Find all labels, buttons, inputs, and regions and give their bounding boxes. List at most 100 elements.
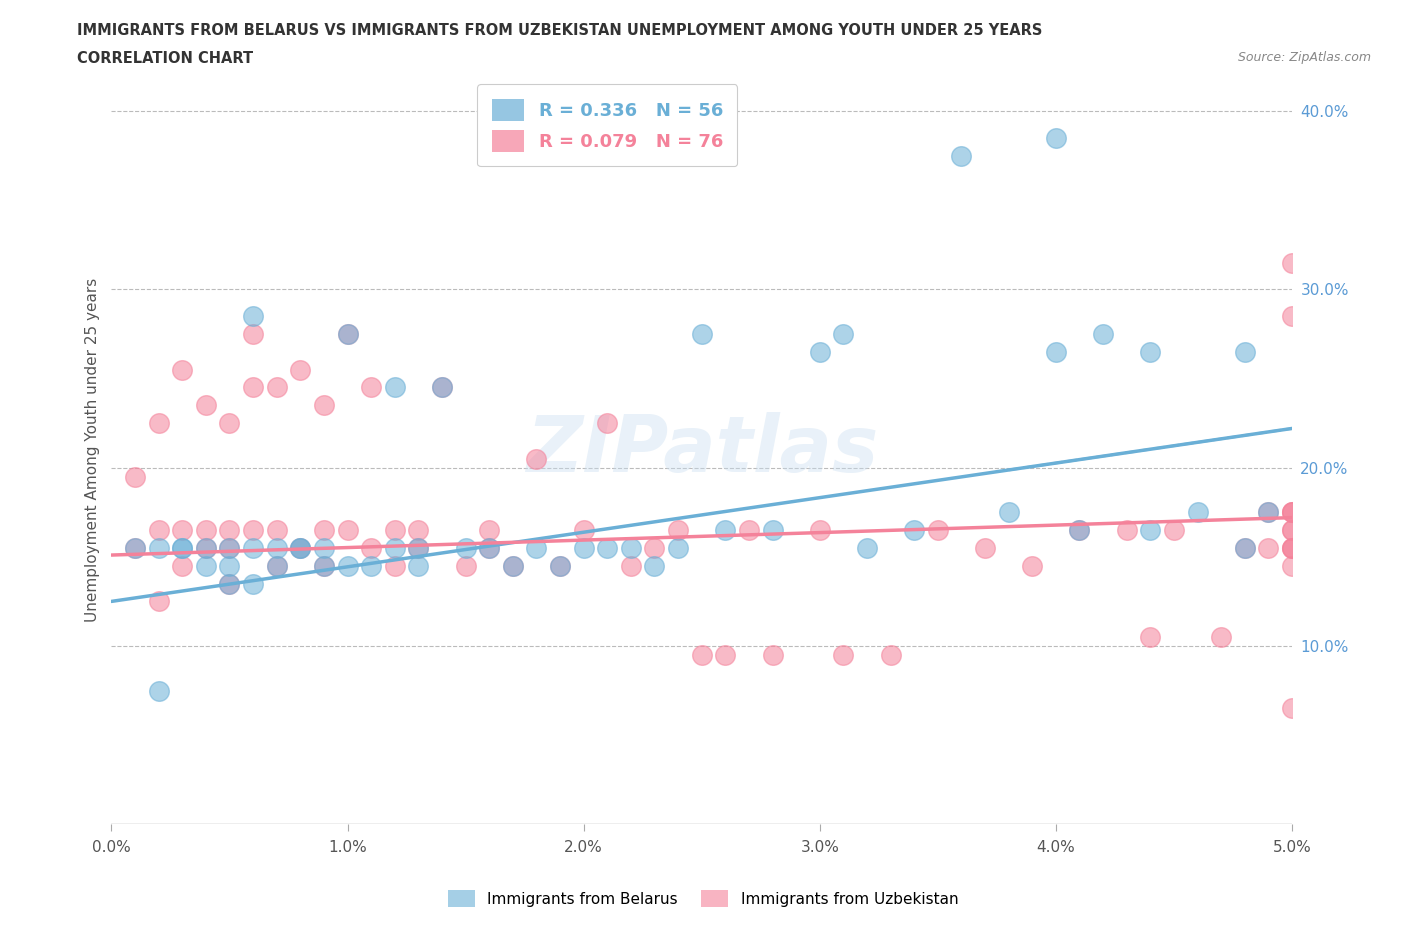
Point [596, 416, 619, 431]
Point [761, 647, 783, 662]
Point [478, 540, 501, 555]
Text: IMMIGRANTS FROM BELARUS VS IMMIGRANTS FROM UZBEKISTAN UNEMPLOYMENT AMONG YOUTH U: IMMIGRANTS FROM BELARUS VS IMMIGRANTS FR… [77, 23, 1043, 38]
Point [266, 523, 288, 538]
Point [266, 558, 288, 573]
Point [218, 523, 240, 538]
Point [454, 540, 477, 555]
Point [1257, 505, 1279, 520]
Point [124, 540, 146, 555]
Point [666, 523, 689, 538]
Point [502, 558, 524, 573]
Point [408, 540, 430, 555]
Point [1257, 505, 1279, 520]
Point [1115, 523, 1137, 538]
Legend: Immigrants from Belarus, Immigrants from Uzbekistan: Immigrants from Belarus, Immigrants from… [441, 884, 965, 913]
Point [1281, 255, 1303, 270]
Point [1139, 630, 1161, 644]
Point [526, 451, 548, 466]
Point [148, 523, 170, 538]
Point [172, 362, 194, 377]
Point [312, 558, 335, 573]
Point [1092, 326, 1115, 341]
Point [242, 540, 264, 555]
Point [832, 326, 855, 341]
Point [690, 326, 713, 341]
Point [312, 558, 335, 573]
Point [1281, 540, 1303, 555]
Point [1233, 344, 1256, 359]
Point [242, 577, 264, 591]
Point [336, 326, 359, 341]
Point [1281, 505, 1303, 520]
Point [312, 398, 335, 413]
Point [1281, 505, 1303, 520]
Legend: R = 0.336   N = 56, R = 0.079   N = 76: R = 0.336 N = 56, R = 0.079 N = 76 [477, 85, 737, 166]
Point [714, 523, 737, 538]
Point [360, 540, 382, 555]
Point [832, 647, 855, 662]
Point [1281, 505, 1303, 520]
Point [242, 380, 264, 395]
Point [572, 540, 595, 555]
Point [336, 326, 359, 341]
Point [218, 577, 240, 591]
Point [408, 523, 430, 538]
Point [1163, 523, 1185, 538]
Point [218, 577, 240, 591]
Point [879, 647, 901, 662]
Point [384, 380, 406, 395]
Point [384, 523, 406, 538]
Point [290, 540, 312, 555]
Point [408, 540, 430, 555]
Point [1021, 558, 1043, 573]
Point [1281, 540, 1303, 555]
Point [620, 540, 643, 555]
Point [242, 523, 264, 538]
Point [172, 558, 194, 573]
Point [384, 558, 406, 573]
Text: Source: ZipAtlas.com: Source: ZipAtlas.com [1237, 51, 1371, 64]
Point [218, 540, 240, 555]
Point [1281, 558, 1303, 573]
Point [1257, 540, 1279, 555]
Point [454, 558, 477, 573]
Point [194, 398, 217, 413]
Point [1281, 309, 1303, 324]
Point [808, 523, 831, 538]
Point [312, 540, 335, 555]
Point [194, 558, 217, 573]
Point [974, 540, 997, 555]
Point [218, 416, 240, 431]
Point [312, 523, 335, 538]
Point [336, 523, 359, 538]
Point [526, 540, 548, 555]
Point [124, 540, 146, 555]
Point [148, 594, 170, 609]
Point [148, 540, 170, 555]
Point [1233, 540, 1256, 555]
Point [194, 523, 217, 538]
Point [148, 416, 170, 431]
Point [290, 540, 312, 555]
Point [408, 558, 430, 573]
Point [714, 647, 737, 662]
Point [478, 540, 501, 555]
Text: ZIPatlas: ZIPatlas [526, 412, 877, 488]
Point [1233, 540, 1256, 555]
Point [360, 380, 382, 395]
Point [478, 523, 501, 538]
Point [218, 558, 240, 573]
Point [643, 558, 665, 573]
Point [690, 647, 713, 662]
Point [1281, 540, 1303, 555]
Point [1211, 630, 1233, 644]
Point [148, 684, 170, 698]
Point [266, 558, 288, 573]
Point [336, 558, 359, 573]
Point [1281, 523, 1303, 538]
Point [738, 523, 761, 538]
Point [1045, 344, 1067, 359]
Point [643, 540, 665, 555]
Point [1281, 701, 1303, 716]
Point [384, 540, 406, 555]
